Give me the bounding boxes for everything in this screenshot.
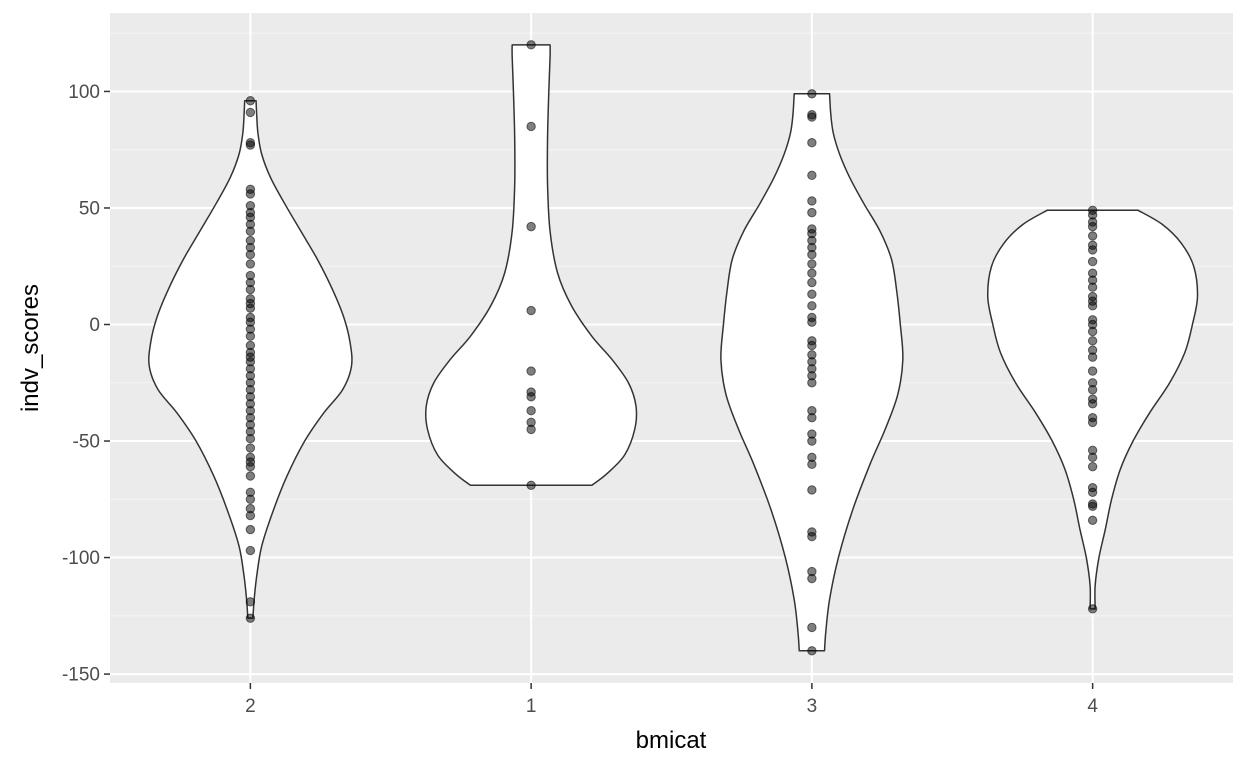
data-point	[526, 406, 536, 416]
data-point	[245, 226, 256, 236]
data-point	[1087, 417, 1098, 428]
data-point	[807, 436, 817, 446]
y-tick-label: -150	[62, 665, 100, 686]
data-point	[1087, 604, 1098, 614]
data-points	[245, 40, 1098, 656]
data-point	[245, 96, 256, 106]
data-point	[1087, 231, 1098, 241]
data-point	[807, 277, 817, 288]
data-point	[807, 259, 817, 269]
data-point	[245, 284, 256, 295]
y-tick-label: 50	[79, 198, 100, 219]
data-point	[1087, 282, 1098, 292]
data-point	[245, 140, 256, 150]
data-point	[526, 40, 536, 50]
data-point	[1087, 487, 1098, 498]
data-point	[807, 459, 817, 470]
data-point	[1087, 366, 1098, 376]
data-point	[245, 510, 256, 521]
y-tick-label: 100	[68, 82, 100, 103]
data-point	[807, 138, 817, 148]
y-axis-title: indv_scores	[17, 284, 44, 412]
data-point	[1087, 352, 1098, 362]
data-point	[807, 646, 817, 656]
data-point	[245, 494, 256, 504]
data-point	[807, 485, 817, 495]
data-point	[807, 413, 817, 423]
data-point	[1087, 452, 1098, 463]
data-point	[1087, 256, 1098, 267]
data-point	[245, 331, 256, 341]
data-point	[807, 301, 817, 311]
data-point	[807, 378, 817, 388]
data-point	[245, 107, 256, 118]
data-point	[807, 340, 817, 351]
data-point	[1087, 399, 1098, 409]
data-point	[245, 613, 256, 623]
data-point	[526, 121, 536, 132]
data-point	[807, 89, 817, 99]
violin-1	[424, 44, 638, 487]
data-point	[807, 249, 817, 260]
data-point	[807, 289, 817, 299]
violin-4	[987, 209, 1199, 610]
data-point	[1087, 385, 1098, 395]
data-point	[1087, 515, 1098, 525]
data-point	[245, 249, 256, 260]
data-point	[526, 424, 536, 435]
data-point	[1087, 461, 1098, 472]
data-point	[245, 433, 256, 444]
data-point	[807, 207, 817, 218]
data-point	[245, 524, 256, 535]
y-tick-label: -50	[73, 432, 100, 453]
data-point	[245, 545, 256, 556]
data-point	[245, 259, 256, 269]
data-point	[1087, 501, 1098, 511]
data-point	[807, 170, 817, 181]
data-point	[807, 268, 817, 278]
data-point	[526, 305, 536, 316]
data-point	[807, 531, 817, 542]
data-point	[1087, 221, 1098, 232]
data-point	[526, 480, 536, 491]
y-tick-label: -100	[62, 548, 100, 569]
data-point	[245, 461, 256, 472]
data-point	[1087, 336, 1098, 346]
data-point	[245, 471, 256, 481]
x-tick-label: 3	[807, 696, 818, 717]
data-point	[526, 392, 536, 402]
data-point	[1087, 245, 1098, 255]
data-point	[807, 196, 817, 206]
data-point	[526, 366, 536, 376]
data-point	[807, 112, 817, 122]
x-tick-label: 4	[1087, 696, 1098, 717]
y-tick-label: 0	[89, 315, 100, 336]
data-point	[245, 189, 256, 199]
data-point	[245, 597, 256, 607]
data-point	[245, 303, 256, 313]
x-tick-label: 2	[245, 696, 256, 717]
data-point	[1087, 301, 1098, 311]
data-point	[1087, 326, 1098, 337]
data-point	[807, 317, 817, 327]
data-point	[526, 221, 536, 232]
data-point	[807, 622, 817, 633]
data-point	[807, 573, 817, 584]
axes: -150 -100 -50 0 50 100 2 1 3 4	[62, 82, 1098, 717]
x-tick-label: 1	[526, 696, 537, 717]
data-point	[245, 443, 256, 453]
x-axis-title: bmicat	[636, 727, 707, 754]
